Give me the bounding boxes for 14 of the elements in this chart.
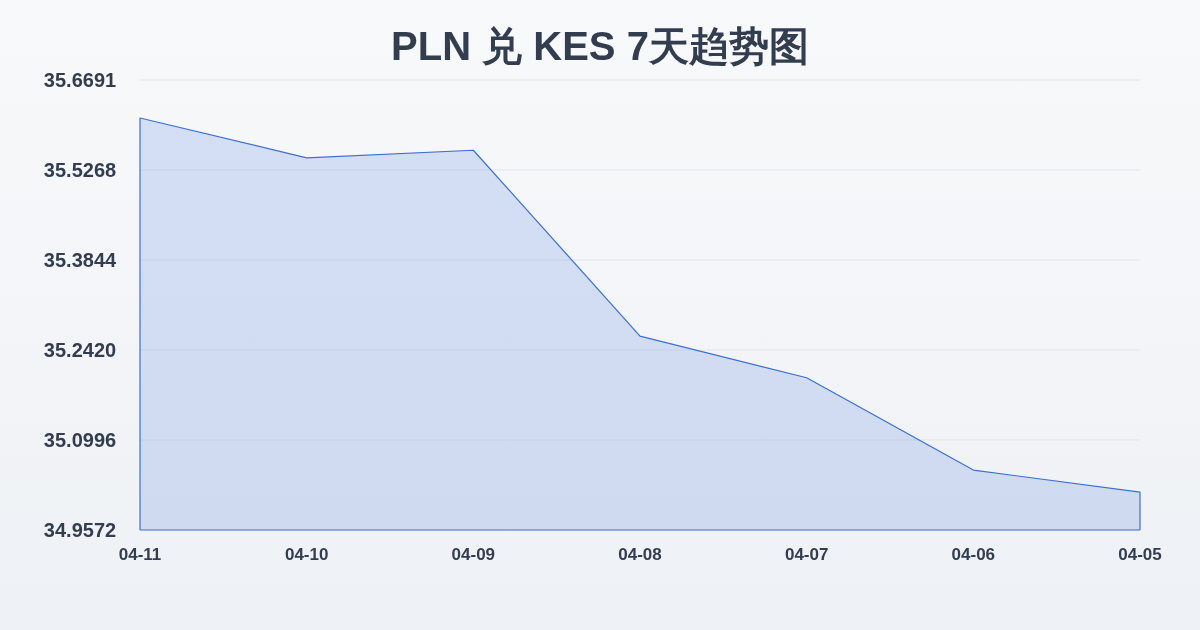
x-tick-label: 04-05 xyxy=(1118,545,1162,564)
y-tick-label: 35.5268 xyxy=(43,158,117,181)
chart-title: PLN 兑 KES 7天趋势图 xyxy=(391,24,809,68)
x-tick-label: 04-11 xyxy=(118,545,162,564)
x-tick-label: 04-10 xyxy=(284,545,329,564)
x-tick-label: 04-08 xyxy=(618,545,662,564)
y-tick-label: 35.3844 xyxy=(43,248,118,271)
x-tick-label: 04-09 xyxy=(451,545,496,564)
y-tick-label: 34.9572 xyxy=(43,519,117,541)
y-tick-label: 35.2420 xyxy=(43,338,117,361)
y-tick-label: 35.0996 xyxy=(43,428,117,451)
y-tick-label: 35.6691 xyxy=(43,69,117,91)
x-tick-label: 04-07 xyxy=(784,545,829,564)
x-tick-label: 04-06 xyxy=(951,545,996,564)
